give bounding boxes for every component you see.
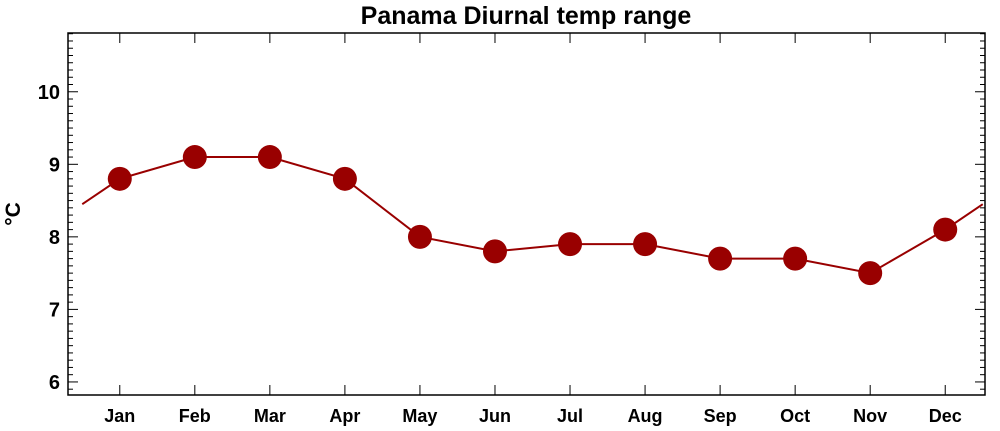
data-point — [633, 232, 658, 257]
plot-frame — [67, 32, 986, 396]
y-tick-label: 7 — [49, 299, 60, 321]
data-point — [482, 239, 507, 264]
data-point — [332, 166, 357, 191]
data-point — [708, 246, 733, 271]
x-tick-label: Aug — [628, 406, 663, 426]
x-tick-label: Jan — [104, 406, 135, 426]
y-tick-labels: 6 7 8 9 10 — [38, 82, 60, 394]
data-point — [558, 232, 583, 257]
data-point — [407, 224, 432, 249]
x-tick-label: Oct — [780, 406, 810, 426]
data-point — [182, 145, 207, 170]
x-tick-labels: Jan Feb Mar Apr May Jun Jul Aug Sep Oct Nov Dec — [104, 406, 961, 426]
x-tick-label: Feb — [179, 406, 211, 426]
x-tick-label: May — [402, 406, 437, 426]
y-tick-label: 8 — [49, 227, 60, 249]
y-tick-label: 6 — [49, 372, 60, 394]
data-point — [783, 246, 808, 271]
x-tick-label: Jul — [557, 406, 583, 426]
y-tick-label: 10 — [38, 82, 60, 104]
x-tick-label: Apr — [329, 406, 360, 426]
y-tick-label: 9 — [49, 154, 60, 176]
data-point — [107, 166, 132, 191]
x-tick-label: Dec — [929, 406, 962, 426]
x-tick-label: Mar — [254, 406, 286, 426]
x-tick-label: Sep — [704, 406, 737, 426]
axes — [68, 33, 985, 395]
data-point — [933, 217, 958, 242]
data-point — [257, 145, 282, 170]
x-tick-label: Nov — [853, 406, 887, 426]
data-point — [858, 261, 883, 286]
series-line — [81, 156, 984, 275]
x-tick-label: Jun — [479, 406, 511, 426]
chart-title: Panama Diurnal temp range — [361, 2, 692, 30]
y-axis-label: °C — [2, 202, 25, 226]
series — [81, 145, 984, 286]
